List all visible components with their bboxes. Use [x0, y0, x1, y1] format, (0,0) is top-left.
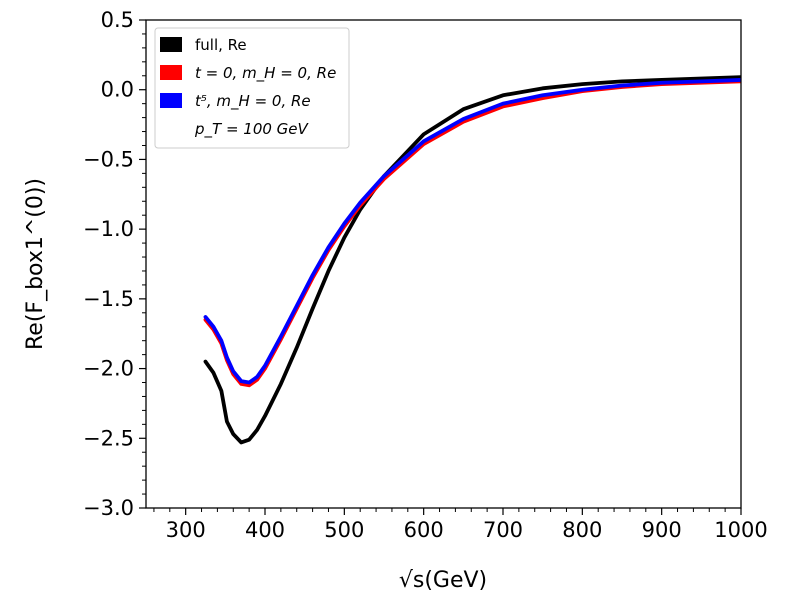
x-tick-label: 600 — [404, 518, 444, 542]
annotation-pt: p_T = 100 GeV — [194, 120, 310, 139]
x-tick-label: 1000 — [714, 518, 767, 542]
x-axis: 300 400 500 600 700 800 900 1000 — [153, 508, 768, 542]
y-tick-label: −2.5 — [83, 426, 134, 450]
legend-label-full: full, Re — [195, 36, 247, 54]
legend-swatch-t0 — [160, 65, 182, 80]
legend-swatch-t5 — [160, 93, 182, 108]
y-axis-label: Re(F_box1^(0)) — [23, 178, 48, 350]
legend-label-t0: t = 0, m_H = 0, Re — [195, 64, 336, 83]
y-tick-label: −3.0 — [83, 496, 134, 520]
y-tick-label: 0.5 — [101, 8, 134, 32]
plot-frame — [145, 19, 742, 509]
y-tick-label: −0.5 — [83, 147, 134, 171]
y-tick-label: −2.0 — [83, 357, 134, 381]
legend: full, Re t = 0, m_H = 0, Re t⁵, m_H = 0,… — [154, 27, 350, 149]
y-tick-label: −1.0 — [83, 217, 134, 241]
x-tick-label: 400 — [245, 518, 285, 542]
x-tick-label: 800 — [562, 518, 602, 542]
y-axis: 0.5 0.0 −0.5 −1.0 −1.5 −2.0 −2.5 −3.0 — [83, 8, 146, 520]
y-tick-label: −1.5 — [83, 287, 134, 311]
legend-box — [154, 27, 350, 149]
x-axis-label: √s(GeV) — [399, 568, 487, 593]
series-line-2 — [203, 78, 741, 385]
series-layer — [203, 75, 741, 445]
x-tick-label: 300 — [166, 518, 206, 542]
x-tick-label: 900 — [642, 518, 682, 542]
series-line-0 — [203, 75, 741, 445]
x-tick-label: 700 — [483, 518, 523, 542]
legend-label-t5: t⁵, m_H = 0, Re — [195, 92, 311, 111]
x-tick-label: 500 — [324, 518, 364, 542]
legend-swatch-full — [160, 37, 182, 52]
y-tick-label: 0.0 — [101, 78, 134, 102]
